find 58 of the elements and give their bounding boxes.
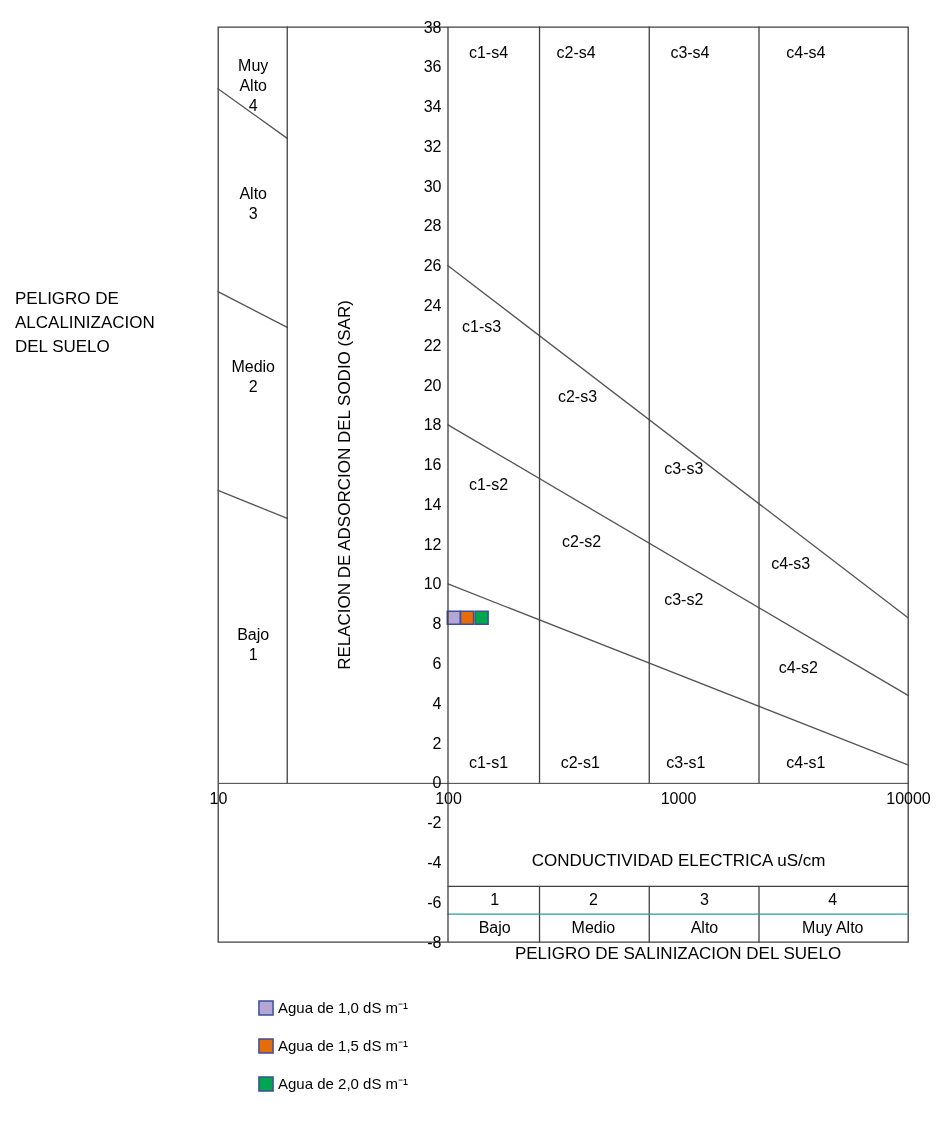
text: PELIGRO DE ALCALINIZACION DEL SUELO — [15, 289, 155, 357]
annotation: c2-s1 — [560, 753, 600, 771]
y-tick-label: 24 — [423, 296, 442, 314]
y-tick-label: 32 — [423, 137, 442, 155]
annotation: 4 — [828, 890, 838, 908]
y-tick-label: 14 — [423, 495, 442, 513]
legend-label: Agua de 1,0 dS m⁻¹ — [278, 999, 409, 1016]
annotation: Alto — [690, 919, 719, 937]
x-tick-label: 1000 — [660, 790, 697, 808]
annotation: Bajo 1 — [237, 626, 270, 664]
x-axis-title: CONDUCTIVIDAD ELECTRICA uS/cm — [531, 851, 826, 871]
annotation: Medio — [571, 919, 616, 937]
annotation: c3-s4 — [670, 43, 710, 61]
annotation: c1-s3 — [462, 318, 502, 336]
annotation: c1-s1 — [468, 753, 509, 771]
annotation: c2-s3 — [557, 387, 598, 405]
annotation: Muy Alto 4 — [238, 57, 269, 115]
y-axis-title: RELACION DE ADSORCION DEL SODIO (SAR) — [334, 300, 354, 670]
annotation: c4-s2 — [778, 658, 818, 676]
y-tick-label: -2 — [427, 814, 442, 832]
annotation: 1 — [490, 890, 500, 908]
text: PELIGRO DE SALINIZACION DEL SUELO — [514, 944, 842, 963]
y-tick-label: 30 — [423, 177, 442, 195]
annotation: Alto 3 — [239, 185, 268, 223]
annotation: 2 — [588, 890, 598, 908]
y-tick-label: 36 — [423, 58, 442, 76]
annotation: Muy Alto — [802, 919, 864, 937]
annotation: c2-s4 — [556, 43, 596, 61]
legend-label: Agua de 2,0 dS m⁻¹ — [278, 1075, 409, 1092]
annotation: c3-s2 — [664, 590, 704, 608]
y-tick-label: -4 — [427, 853, 442, 871]
annotation: c4-s4 — [786, 43, 826, 61]
annotation: c1-s2 — [468, 475, 509, 493]
annotation: Medio 2 — [231, 358, 276, 396]
annotation: c4-s3 — [771, 555, 811, 573]
y-tick-label: -6 — [427, 893, 442, 911]
annotation: c3-s1 — [666, 753, 706, 771]
y-tick-label: 8 — [432, 615, 442, 633]
annotation: c3-s3 — [664, 459, 704, 477]
legend-label: Agua de 1,5 dS m⁻¹ — [278, 1037, 409, 1054]
y-tick-label: 26 — [423, 257, 442, 275]
annotation: c1-s4 — [468, 43, 509, 61]
y-tick-label: 2 — [432, 734, 442, 752]
annotation: Bajo — [478, 919, 511, 937]
x-tick-label: 100 — [435, 790, 462, 808]
y-tick-label: 18 — [423, 416, 442, 434]
y-tick-label: 22 — [423, 336, 442, 354]
annotation: c4-s1 — [786, 753, 826, 771]
y-tick-label: 10 — [423, 575, 442, 593]
y-tick-label: 16 — [423, 456, 442, 474]
y-tick-label: 34 — [423, 98, 442, 116]
annotation: 3 — [700, 890, 709, 908]
y-tick-label: 20 — [423, 376, 442, 394]
y-tick-label: 6 — [432, 655, 442, 673]
annotation: c2-s2 — [562, 533, 602, 551]
y-tick-label: 28 — [423, 217, 442, 235]
y-tick-label: 4 — [432, 694, 442, 712]
y-tick-label: 12 — [423, 535, 442, 553]
